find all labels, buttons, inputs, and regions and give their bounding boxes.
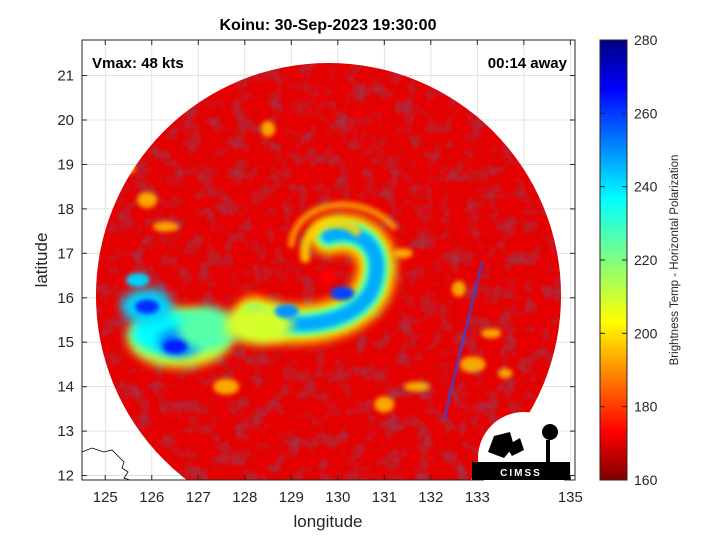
logo-text: CIMSS	[500, 468, 542, 479]
colorbar-tick-label: 240	[634, 179, 658, 195]
colorbar-tick-label: 160	[634, 472, 658, 488]
x-tick-label: 130	[325, 489, 350, 506]
y-tick-label: 12	[57, 468, 74, 485]
x-tick-label: 126	[139, 489, 164, 506]
scattered-cell	[137, 192, 158, 208]
scattered-cell	[403, 381, 430, 392]
colorbar-tick-label: 280	[634, 32, 658, 48]
spiral-arm	[300, 218, 362, 263]
y-axis-label: latitude	[32, 233, 51, 288]
y-tick-label: 21	[57, 68, 74, 85]
convective-cluster	[224, 304, 293, 345]
x-tick-label: 129	[279, 489, 304, 506]
scattered-cell	[392, 248, 413, 259]
x-tick-label: 132	[418, 489, 443, 506]
scattered-cell	[374, 396, 395, 413]
cold-core	[330, 286, 355, 301]
cold-core	[163, 339, 188, 354]
cimss-logo: CIMSS	[472, 412, 570, 504]
x-tick-label: 135	[558, 489, 583, 506]
y-tick-label: 18	[57, 201, 74, 218]
colorbar-tick-label: 260	[634, 105, 658, 121]
satellite-dish-icon	[488, 432, 514, 458]
colorbar-tick-label: 220	[634, 252, 658, 268]
y-tick-label: 14	[57, 379, 74, 396]
colorbar-label: Brightness Temp - Horizontal Polarizatio…	[669, 155, 681, 366]
scattered-cell	[213, 378, 240, 395]
vmax-annotation: Vmax: 48 kts	[92, 55, 184, 72]
scattered-cell	[152, 221, 179, 232]
cold-core	[274, 304, 299, 319]
axis-ticks: 1251261271281291301311321331341351213141…	[57, 40, 583, 506]
convective-features	[121, 120, 513, 413]
scattered-cell	[261, 120, 276, 137]
y-tick-label: 16	[57, 290, 74, 307]
y-tick-label: 17	[57, 245, 74, 262]
time-away-annotation: 00:14 away	[488, 55, 568, 72]
x-tick-label: 125	[93, 489, 118, 506]
x-axis-label: longitude	[293, 512, 362, 531]
axes-frame	[81, 39, 576, 481]
cold-core	[125, 273, 150, 287]
chart-title: Koinu: 30-Sep-2023 19:30:00	[220, 17, 437, 34]
swath-layer	[95, 63, 562, 480]
convective-cluster	[177, 306, 238, 351]
colorbar-tick-label: 200	[634, 325, 658, 341]
colorbar-tick-label: 180	[634, 399, 658, 415]
scattered-cell	[451, 280, 466, 297]
scattered-cell	[459, 356, 486, 373]
x-tick-label: 133	[465, 489, 490, 506]
y-tick-label: 15	[57, 334, 74, 351]
colorbar-ticks: 160 180 200 220 240 260 280	[600, 32, 658, 488]
x-tick-label: 128	[232, 489, 257, 506]
x-tick-label: 127	[186, 489, 211, 506]
x-tick-label: 131	[372, 489, 397, 506]
y-tick-label: 19	[57, 156, 74, 173]
cold-core	[135, 299, 160, 314]
y-tick-label: 13	[57, 423, 74, 440]
y-tick-label: 20	[57, 112, 74, 129]
storm-eye	[319, 269, 336, 286]
scattered-cell	[481, 328, 502, 339]
water-tower-icon	[546, 440, 550, 462]
swath-seam	[442, 261, 484, 421]
spiral-arm-outer	[287, 201, 398, 248]
scattered-cell	[498, 368, 513, 379]
